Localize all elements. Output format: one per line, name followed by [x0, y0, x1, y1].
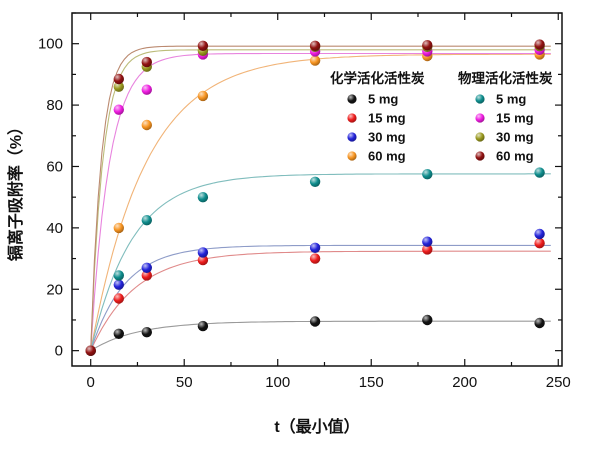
y-tick-label: 0 [55, 343, 63, 360]
y-tick-label: 100 [38, 36, 63, 53]
y-tick-label: 40 [46, 220, 63, 237]
legend-group-title-physical: 物理活化活性炭 [458, 70, 553, 86]
x-tick-label: 100 [265, 374, 290, 391]
x-tick-label: 150 [359, 374, 384, 391]
fit-curve-5 [90, 52, 551, 351]
legend-swatch-icon [475, 132, 485, 142]
legend-item-label: 60 mg [368, 149, 406, 164]
data-point-physical-15mg [141, 84, 152, 95]
data-point-chemical-15mg [113, 293, 125, 304]
data-point-physical-5mg [309, 176, 321, 187]
x-tick-label: 250 [546, 374, 571, 391]
data-point-physical-60mg [309, 40, 321, 51]
data-point-chemical-5mg [422, 314, 433, 326]
data-point-chemical-15mg [141, 270, 152, 281]
x-tick-label: 50 [176, 374, 193, 391]
legend-item-label: 60 mg [496, 149, 534, 164]
legend-item-label: 15 mg [368, 111, 406, 126]
legend-swatch-icon [347, 113, 357, 123]
data-point-physical-5mg [113, 270, 125, 281]
y-tick-label: 60 [46, 158, 63, 175]
data-point-chemical-30mg [197, 247, 209, 258]
data-point-chemical-5mg [534, 317, 545, 329]
data-point-physical-60mg [85, 345, 96, 356]
data-point-chemical-5mg [309, 316, 321, 327]
data-point-chemical-15mg [309, 253, 321, 264]
data-point-physical-60mg [141, 56, 152, 68]
data-point-physical-15mg [113, 104, 125, 115]
data-point-chemical-15mg [197, 254, 209, 266]
data-point-chemical-60mg [197, 90, 209, 102]
data-point-chemical-15mg [422, 244, 433, 255]
legend-swatch-icon [475, 94, 485, 104]
data-point-physical-5mg [534, 167, 545, 178]
data-point-physical-60mg [113, 73, 125, 85]
legend-group-title-chemical: 化学活化活性炭 [330, 70, 425, 86]
x-tick-label: 200 [452, 374, 477, 391]
y-tick-label: 80 [46, 97, 63, 114]
data-point-chemical-30mg [309, 242, 321, 253]
data-point-chemical-5mg [113, 328, 125, 339]
fit-curve-0 [90, 320, 551, 352]
fit-curve-7 [90, 45, 551, 351]
legend-swatch-icon [347, 151, 357, 161]
data-point-physical-30mg [113, 81, 125, 92]
legend-item-label: 15 mg [496, 111, 534, 126]
legend-item-label: 30 mg [368, 130, 406, 145]
x-tick-label: 0 [87, 374, 95, 391]
data-point-chemical-30mg [422, 236, 433, 247]
data-point-chemical-60mg [141, 119, 152, 131]
fit-curve-2 [90, 244, 551, 351]
data-point-physical-60mg [197, 40, 209, 51]
legend-swatch-icon [475, 151, 485, 161]
fit-curve-4 [90, 173, 551, 351]
data-point-chemical-5mg [141, 327, 152, 338]
data-point-chemical-30mg [141, 262, 152, 273]
legend-swatch-icon [347, 94, 357, 104]
x-axis-title: t（最小值） [274, 417, 359, 436]
plot-frame [71, 12, 563, 367]
data-point-physical-5mg [141, 215, 152, 226]
legend-item-label: 30 mg [496, 130, 534, 145]
y-axis-title: 镉离子吸附率（%） [6, 119, 25, 261]
data-point-chemical-60mg [113, 222, 125, 234]
data-point-physical-5mg [197, 192, 209, 203]
fit-curve-6 [90, 49, 551, 351]
legend-item-label: 5 mg [368, 92, 398, 107]
data-point-physical-60mg [422, 40, 433, 51]
legend-swatch-icon [347, 132, 357, 142]
data-point-chemical-30mg [534, 228, 545, 240]
data-point-chemical-30mg [113, 279, 125, 290]
data-point-chemical-15mg [534, 238, 545, 249]
data-point-chemical-60mg [309, 55, 321, 66]
y-tick-label: 20 [46, 281, 63, 298]
legend-swatch-icon [475, 113, 485, 123]
legend-item-label: 5 mg [496, 92, 526, 107]
fit-curve-3 [90, 53, 551, 351]
data-point-physical-60mg [534, 39, 545, 50]
data-point-physical-5mg [422, 169, 433, 180]
data-point-chemical-5mg [197, 320, 209, 332]
fit-curve-1 [90, 250, 551, 351]
